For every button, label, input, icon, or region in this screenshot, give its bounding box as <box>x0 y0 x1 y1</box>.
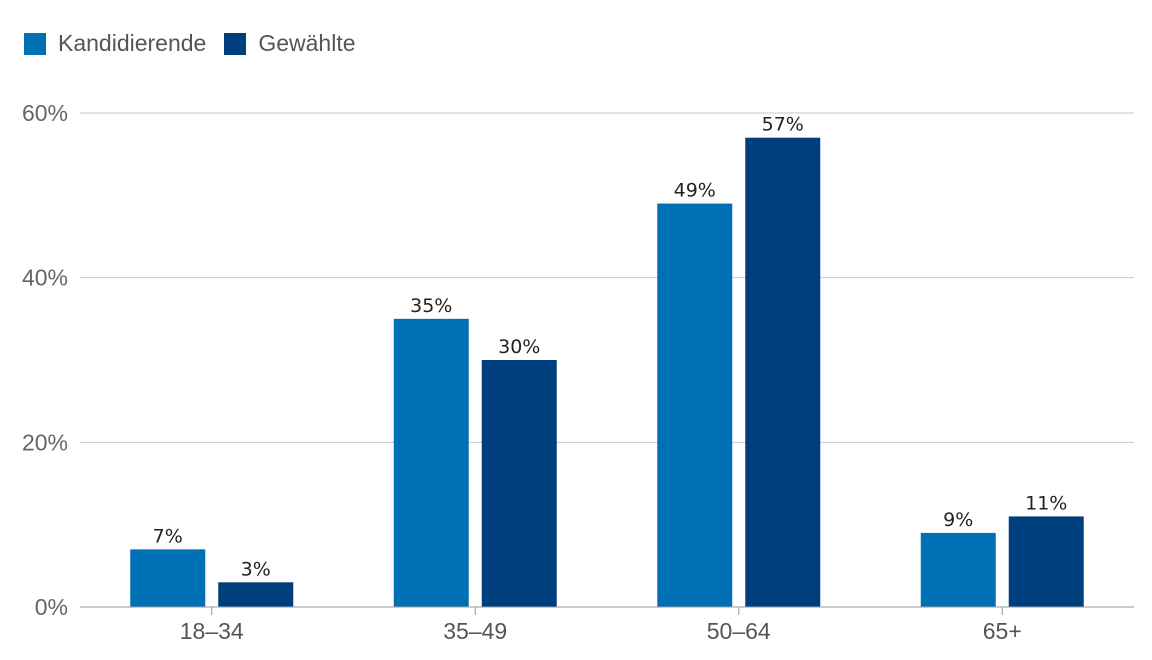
bar <box>130 549 206 607</box>
bar <box>745 137 821 607</box>
x-tick-label: 65+ <box>983 618 1022 644</box>
legend-item-kandidierende: Kandidierende <box>24 30 206 57</box>
legend-label-gewaehlte: Gewählte <box>258 30 356 56</box>
data-label: 35% <box>410 295 452 317</box>
bars <box>130 137 1084 608</box>
legend-label-kandidierende: Kandidierende <box>58 30 207 56</box>
axes: 0% 20% 40% 60% 18–34 35–49 50–64 65+ <box>22 100 1134 644</box>
grid-lines <box>80 112 1134 443</box>
legend: Kandidierende Gewählte <box>24 30 374 57</box>
data-labels: 7% 3% 35% 30% 49% 57% 9% 11% <box>153 114 1068 581</box>
legend-swatch-kandidierende <box>24 32 46 55</box>
x-tick-label: 35–49 <box>443 618 507 644</box>
x-tick-label: 50–64 <box>707 618 771 644</box>
y-tick-label: 40% <box>22 265 68 291</box>
y-tick-label: 60% <box>22 100 68 126</box>
y-tick-label: 0% <box>35 594 68 620</box>
data-label: 3% <box>241 558 271 580</box>
bar <box>657 203 733 608</box>
bar <box>920 532 996 607</box>
bar <box>481 360 557 607</box>
x-tick-label: 18–34 <box>180 618 244 644</box>
data-label: 11% <box>1025 492 1067 514</box>
bar <box>393 318 469 607</box>
data-label: 49% <box>674 180 716 202</box>
y-tick-label: 20% <box>22 429 68 455</box>
data-label: 30% <box>498 336 540 358</box>
legend-swatch-gewaehlte <box>224 32 247 55</box>
data-label: 9% <box>943 509 973 531</box>
legend-item-gewaehlte: Gewählte <box>224 30 356 57</box>
bar <box>1008 516 1084 607</box>
data-label: 57% <box>762 114 804 136</box>
bar <box>218 582 294 607</box>
data-label: 7% <box>153 525 183 547</box>
